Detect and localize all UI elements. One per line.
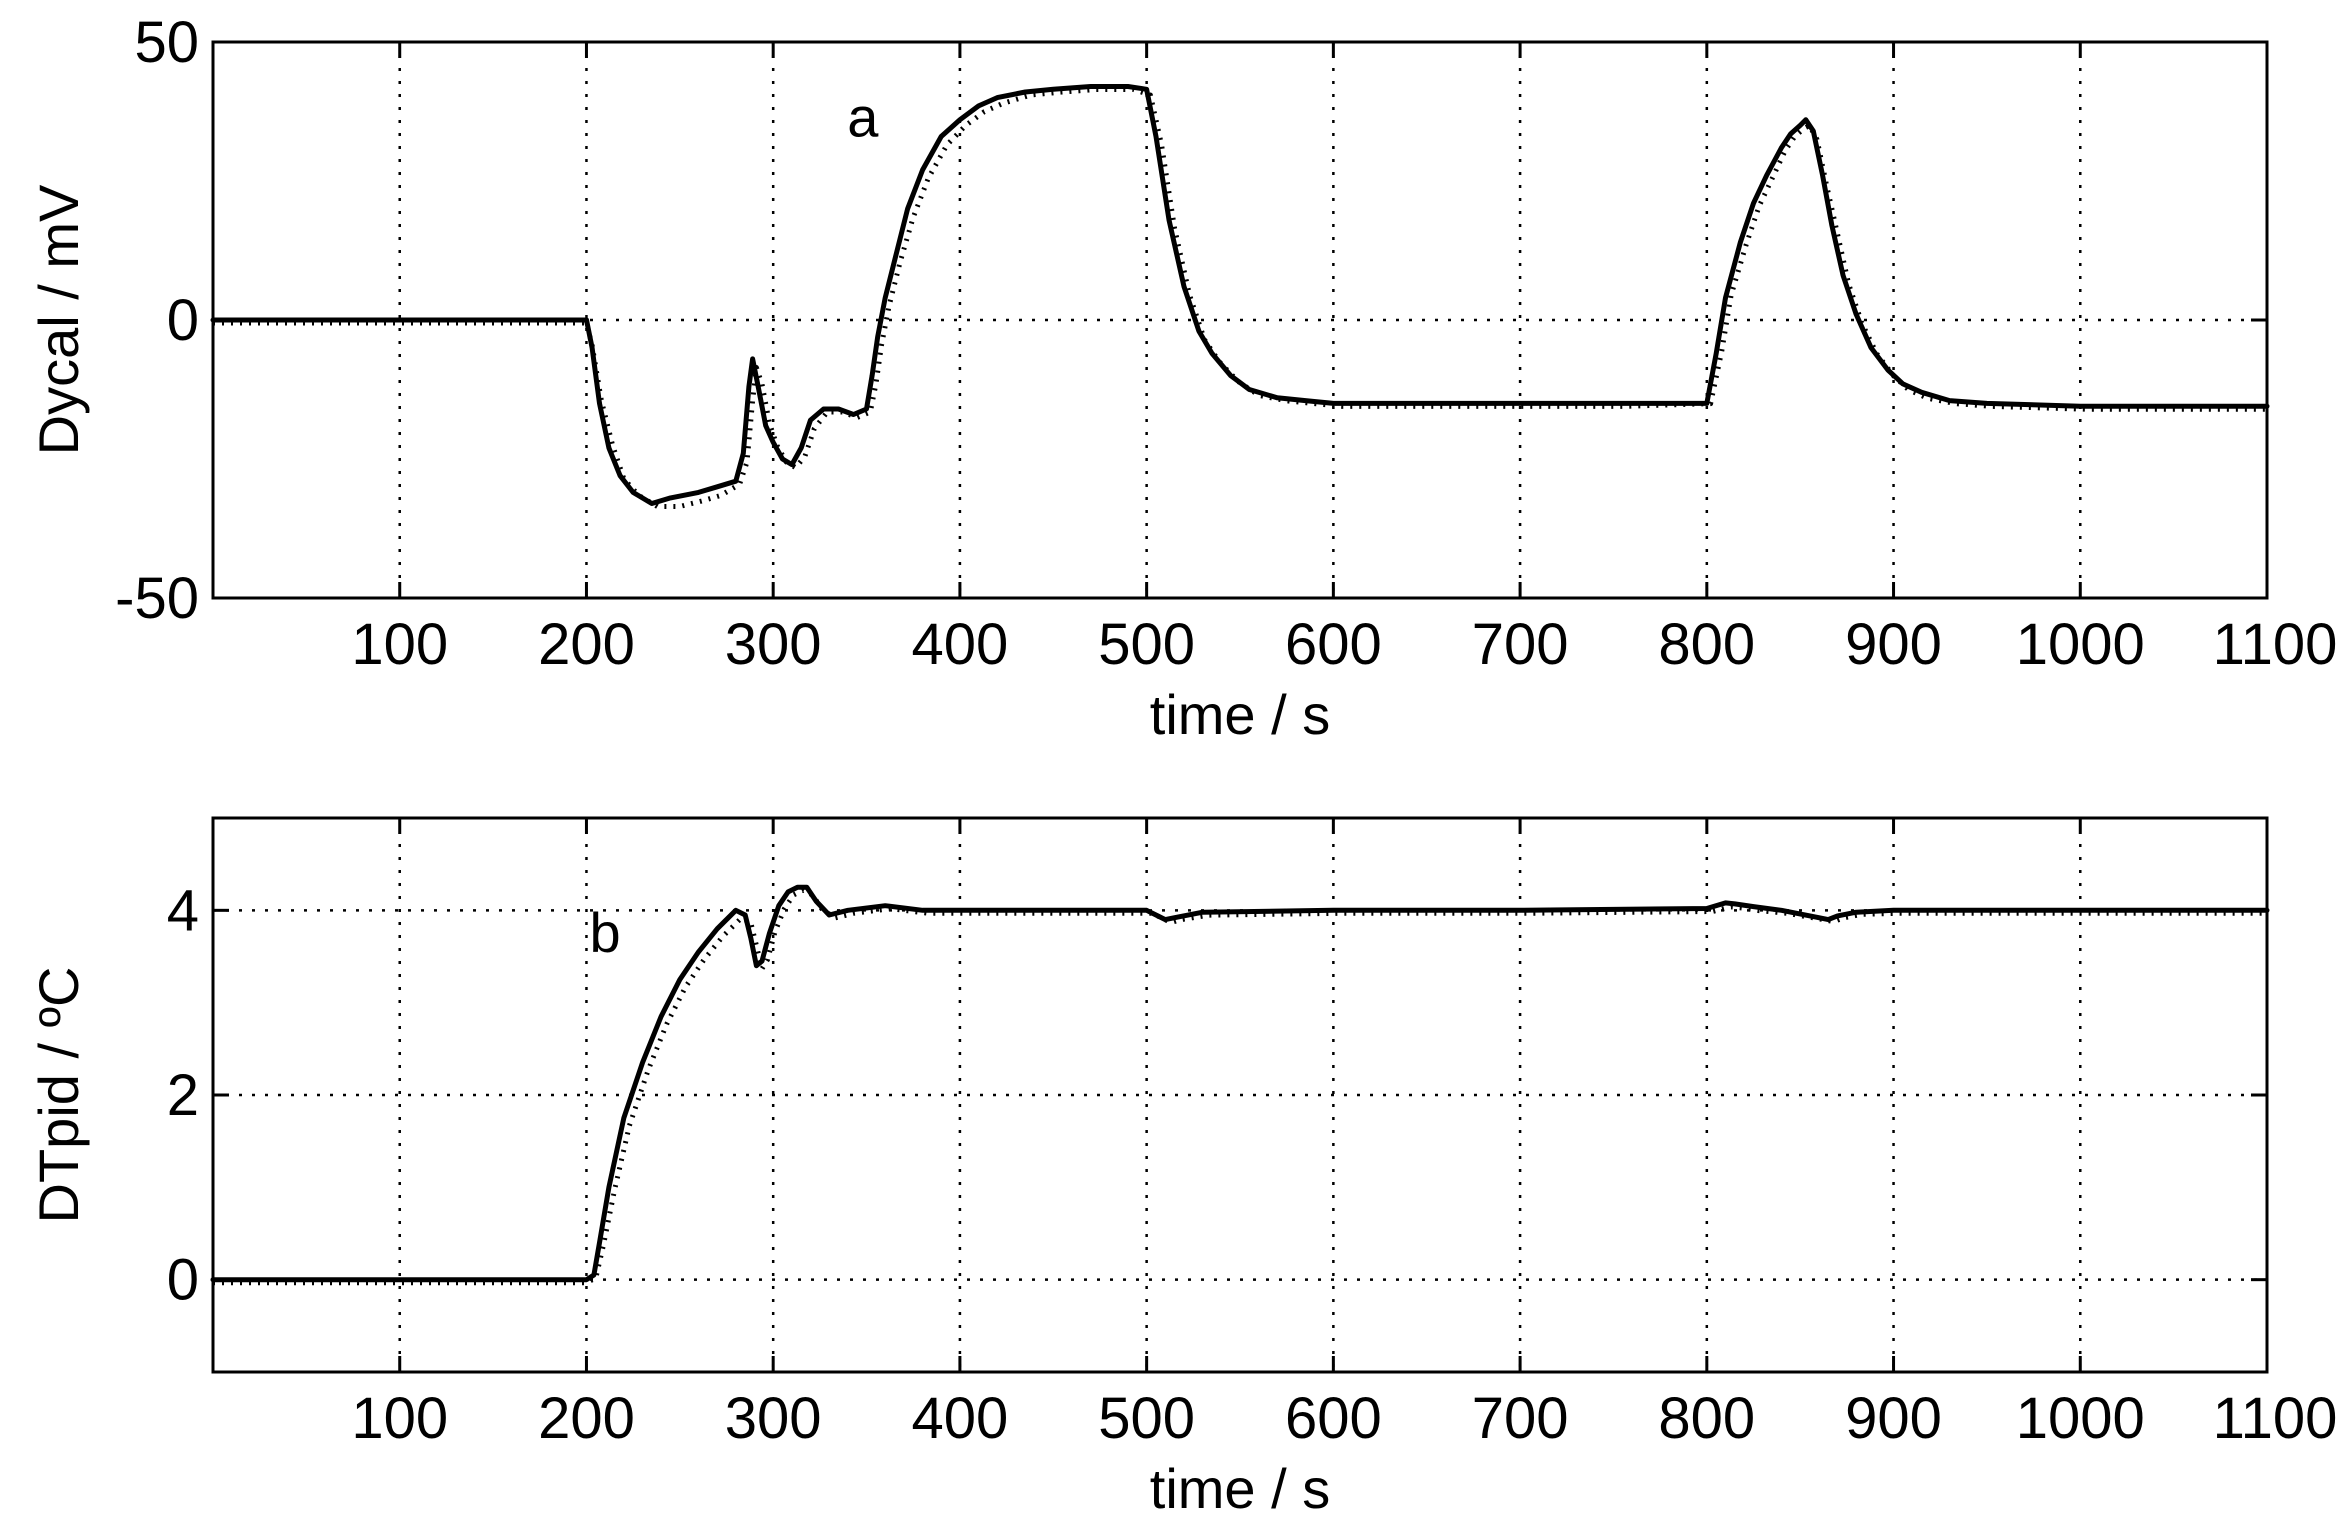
y-tick-label: 4: [167, 878, 199, 943]
series-line-dotted: [213, 87, 2267, 509]
grid: [213, 818, 2267, 1372]
x-tick-label: 800: [1658, 612, 1755, 677]
ticks: 100 200 300 400 500 600 700 800 900 1000 1100 0 2 4: [167, 818, 2338, 1451]
ticks: 100 200 300 400 500 600 700 800 900 1000 1100 -50 0 5…: [115, 10, 2337, 677]
x-tick-label: 900: [1845, 1386, 1942, 1451]
series-line-solid: [210, 84, 2270, 506]
y-tick-label: -50: [115, 566, 199, 631]
x-tick-label: 200: [538, 1386, 635, 1451]
y-tick-label: 0: [167, 1248, 199, 1313]
x-tick-label: 100: [351, 1386, 448, 1451]
x-axis-title: time / s: [1150, 1457, 1330, 1520]
x-tick-label: 600: [1285, 612, 1382, 677]
x-tick-label: 300: [725, 1386, 822, 1451]
series-line-solid: [210, 884, 2270, 1283]
x-tick-label: 800: [1658, 1386, 1755, 1451]
x-tick-label: 700: [1472, 1386, 1569, 1451]
x-tick-label: 400: [912, 1386, 1009, 1451]
x-tick-label: 1000: [2016, 1386, 2145, 1451]
panel-b-chart: 100 200 300 400 500 600 700 800 900 1000 1100 0 2 4 ti…: [27, 816, 2338, 1520]
series-line-dotted: [213, 887, 2267, 1286]
y-tick-label: 50: [134, 10, 199, 75]
x-tick-label: 500: [1098, 1386, 1195, 1451]
x-tick-label: 100: [351, 612, 448, 677]
grid: [213, 42, 2267, 598]
x-tick-label: 900: [1845, 612, 1942, 677]
curve-label: b: [590, 901, 621, 964]
y-tick-label: 0: [167, 288, 199, 353]
x-tick-label: 200: [538, 612, 635, 677]
x-tick-label: 700: [1472, 612, 1569, 677]
x-tick-label: 1100: [2213, 1386, 2338, 1451]
x-tick-label: 1100: [2213, 612, 2338, 677]
x-tick-label: 400: [912, 612, 1009, 677]
y-axis-title: Dycal / mV: [27, 184, 90, 455]
x-tick-label: 600: [1285, 1386, 1382, 1451]
x-tick-label: 300: [725, 612, 822, 677]
y-axis-title: DTpid / ºC: [27, 967, 90, 1224]
x-axis-title: time / s: [1150, 683, 1330, 746]
y-tick-label: 2: [167, 1063, 199, 1128]
curve-label: a: [847, 86, 879, 149]
panel-a-chart: 100 200 300 400 500 600 700 800 900 1000 1100 -50 0 5…: [27, 10, 2337, 746]
x-tick-label: 500: [1098, 612, 1195, 677]
x-tick-label: 1000: [2016, 612, 2145, 677]
